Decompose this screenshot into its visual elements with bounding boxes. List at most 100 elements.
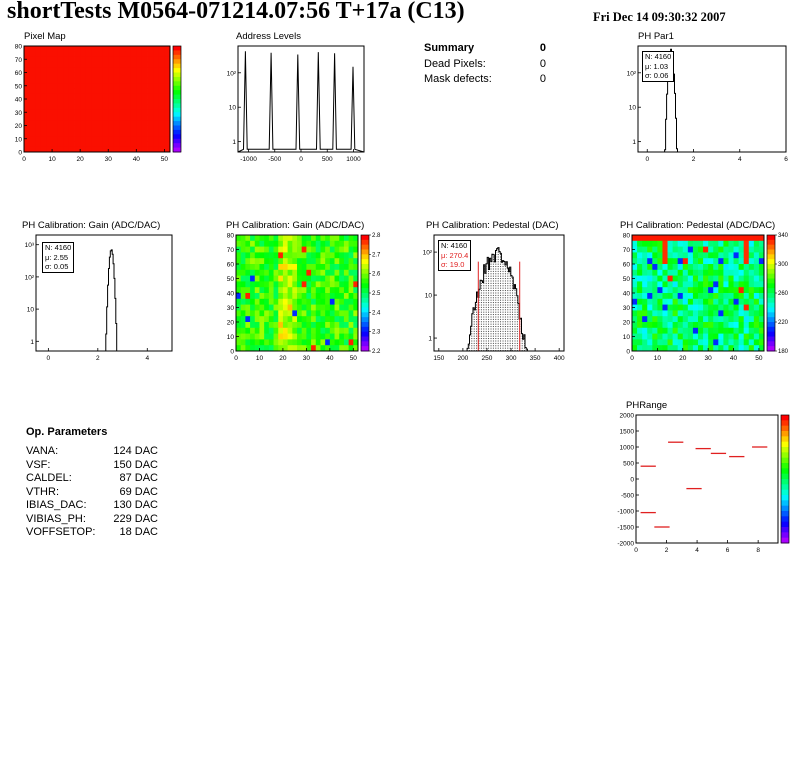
svg-text:60: 60 <box>15 70 23 77</box>
svg-text:2: 2 <box>665 547 669 554</box>
svg-text:30: 30 <box>705 355 713 362</box>
svg-text:2.2: 2.2 <box>372 349 381 355</box>
op-value: 124 DAC <box>113 445 158 457</box>
svg-text:6: 6 <box>784 156 788 163</box>
gain_1d-plot: 0 2 4 1 10 10² 10³ <box>25 234 173 362</box>
stat-sigma: σ: 19.0 <box>441 260 465 269</box>
pedestal-map-canvas: 0 10 20 30 40 50 0 10 20 30 40 50 60 70 80 340 300 260 220… <box>614 232 796 364</box>
gain-map-panel: PH Calibration: Gain (ADC/DAC) 0 10 20 30 40… <box>218 220 390 364</box>
svg-text:-2000: -2000 <box>617 541 634 548</box>
svg-text:10²: 10² <box>423 250 433 257</box>
summary-block: Summary 0 Dead Pixels: 0 Mask defects: 0 <box>424 42 546 85</box>
svg-text:50: 50 <box>350 355 358 362</box>
op-row-vthr: VTHR: 69 DAC <box>26 486 158 500</box>
svg-text:30: 30 <box>623 305 631 312</box>
op-value: 87 DAC <box>119 472 158 484</box>
svg-text:2.6: 2.6 <box>372 272 381 278</box>
ph-range-panel: PHRange 0 2 4 6 8 2000 1500 1000 500 0 -500 -1000 -1… <box>608 400 794 556</box>
pedestal-hist-panel: PH Calibration: Pedestal (DAC) 150 200 250… <box>418 220 570 364</box>
svg-text:10: 10 <box>623 334 631 341</box>
svg-text:70: 70 <box>623 247 631 254</box>
svg-text:0: 0 <box>22 156 26 163</box>
op-parameters-title: Op. Parameters <box>26 426 108 438</box>
report-date: Fri Dec 14 09:30:32 2007 <box>593 10 726 24</box>
summary-title: Summary <box>424 42 475 54</box>
address_levels-plot: -1000 -500 0 500 1000 1 10 10² <box>227 45 365 163</box>
svg-text:0: 0 <box>626 349 630 356</box>
gain-hist-stats-box: N: 4160 μ: 2.55 σ: 0.05 <box>42 242 75 273</box>
svg-text:1: 1 <box>428 336 432 343</box>
op-value: 18 DAC <box>119 526 158 538</box>
svg-text:10: 10 <box>654 355 662 362</box>
summary-row-mask-defects: Mask defects: 0 <box>424 73 546 85</box>
svg-text:220: 220 <box>778 320 789 326</box>
pedestal-map-title: PH Calibration: Pedestal (ADC/DAC) <box>620 220 776 231</box>
op-parameters: Op. Parameters VANA: 124 DAC VSF: 150 DA… <box>26 426 158 540</box>
svg-text:50: 50 <box>227 276 235 283</box>
svg-text:80: 80 <box>227 233 235 240</box>
svg-text:20: 20 <box>15 123 23 130</box>
stat-mu: μ: 1.03 <box>645 61 669 71</box>
svg-text:30: 30 <box>227 305 235 312</box>
page-title: shortTests M0564-071214.07:56 T+17a (C13… <box>7 0 465 24</box>
svg-text:0: 0 <box>634 547 638 554</box>
gain-hist-canvas: 0 2 4 1 10 10² 10³ <box>10 232 178 364</box>
svg-text:150: 150 <box>433 355 444 362</box>
svg-text:1: 1 <box>232 139 236 146</box>
ph-par1-title: PH Par1 <box>638 31 674 42</box>
op-label: VIBIAS_PH: <box>26 512 86 525</box>
ph-par1-panel: PH Par1 0 2 4 6 1 10 10² N: 4160 μ: 1.03 σ: 0.… <box>616 31 792 165</box>
svg-text:10: 10 <box>27 307 35 314</box>
svg-text:10: 10 <box>227 334 235 341</box>
svg-text:10²: 10² <box>227 70 237 77</box>
pedestal-hist-title: PH Calibration: Pedestal (DAC) <box>426 220 559 231</box>
svg-text:40: 40 <box>623 291 631 298</box>
svg-text:10: 10 <box>15 136 23 143</box>
svg-text:50: 50 <box>15 83 23 90</box>
svg-text:250: 250 <box>482 355 493 362</box>
svg-text:10³: 10³ <box>25 242 35 249</box>
svg-text:0: 0 <box>47 355 51 362</box>
svg-text:4: 4 <box>145 355 149 362</box>
summary-value: 0 <box>539 42 546 54</box>
pixel_map-plot: 0 10 20 30 40 50 0 10 20 30 40 50 60 70 80 <box>15 44 182 163</box>
ph-par1-stats-box: N: 4160 μ: 1.03 σ: 0.06 <box>642 51 675 82</box>
svg-text:0: 0 <box>299 156 303 163</box>
svg-text:2.4: 2.4 <box>372 310 381 316</box>
op-row-caldel: CALDEL: 87 DAC <box>26 472 158 486</box>
svg-text:500: 500 <box>322 156 333 163</box>
svg-text:200: 200 <box>457 355 468 362</box>
svg-text:1000: 1000 <box>346 156 361 163</box>
svg-text:0: 0 <box>630 355 634 362</box>
svg-text:-1000: -1000 <box>617 509 634 516</box>
svg-text:10: 10 <box>425 293 433 300</box>
svg-text:2.5: 2.5 <box>372 291 381 297</box>
svg-text:20: 20 <box>279 355 287 362</box>
summary-row-label: Mask defects: <box>424 73 492 85</box>
svg-text:260: 260 <box>778 291 789 297</box>
pixel-map-panel: Pixel Map 0 10 20 30 40 50 0 10 20 30 40 50 60 70 80 <box>4 31 186 165</box>
pedestal_2d-plot: 0 10 20 30 40 50 0 10 20 30 40 50 60 70 80 340 300 260 220… <box>623 233 789 363</box>
svg-text:6: 6 <box>726 547 730 554</box>
svg-text:20: 20 <box>77 156 85 163</box>
svg-text:10: 10 <box>48 156 56 163</box>
stat-n: N: 4160 <box>645 52 672 61</box>
svg-text:2: 2 <box>692 156 696 163</box>
op-row-vibias-ph: VIBIAS_PH: 229 DAC <box>26 513 158 527</box>
svg-text:1500: 1500 <box>620 429 635 436</box>
op-label: VANA: <box>26 445 59 457</box>
ph-range-canvas: 0 2 4 6 8 2000 1500 1000 500 0 -500 -1000 -1500 -2000 <box>608 412 794 556</box>
svg-text:350: 350 <box>530 355 541 362</box>
svg-text:1: 1 <box>30 339 34 346</box>
svg-text:20: 20 <box>227 320 235 327</box>
op-label: VOFFSETOP: <box>26 526 96 538</box>
svg-text:2.3: 2.3 <box>372 330 381 336</box>
op-label: CALDEL: <box>26 472 72 484</box>
svg-text:40: 40 <box>326 355 334 362</box>
svg-text:1000: 1000 <box>620 445 635 452</box>
gain-map-canvas: 0 10 20 30 40 50 0 10 20 30 40 50 60 70 80 2.8 2.7 2.6 2.5… <box>218 232 390 364</box>
stat-sigma: σ: 0.05 <box>45 262 69 271</box>
svg-text:70: 70 <box>15 57 23 64</box>
op-value: 150 DAC <box>113 458 158 471</box>
